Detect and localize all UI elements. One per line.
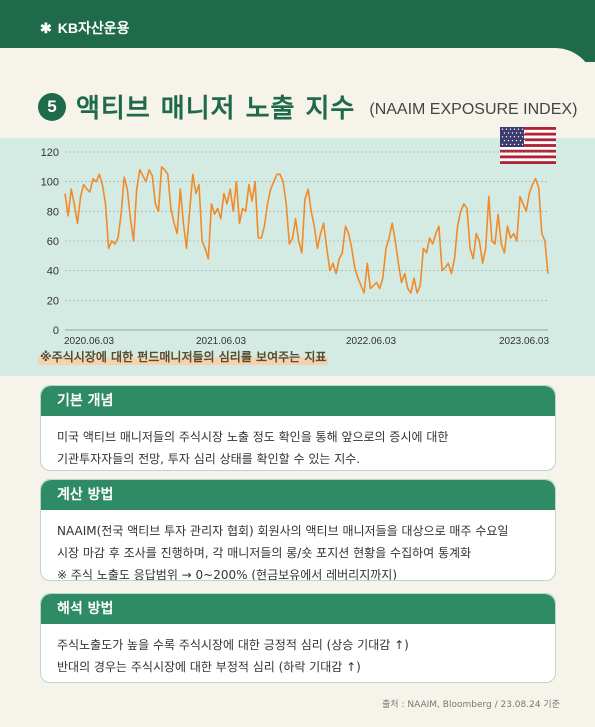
card-top <box>0 48 595 138</box>
chart-note: ※주식시장에 대한 펀드매니저들의 심리를 보여주는 지표 <box>38 348 329 365</box>
number-badge: 5 <box>38 92 66 121</box>
x-tick-label: 2023.06.03 <box>499 336 549 347</box>
y-tick-label: 60 <box>47 236 59 248</box>
section-line: 반대의 경우는 주식시장에 대한 부정적 심리 (하락 기대감 ↑) <box>57 660 361 674</box>
chart-background <box>0 138 595 376</box>
x-tick-label: 2021.06.03 <box>196 336 246 347</box>
section-heading: 기본 개념 <box>41 386 555 416</box>
us-flag-icon <box>500 127 556 164</box>
section-line: ※ 주식 노출도 응답범위 → 0~200% (현금보유에서 레버리지까지) <box>57 568 398 581</box>
section-heading: 계산 방법 <box>41 480 555 510</box>
page-subtitle: (NAAIM EXPOSURE INDEX) <box>369 100 578 118</box>
y-tick-label: 100 <box>41 177 59 189</box>
section-line: 주식노출도가 높을 수록 주식시장에 대한 긍정적 심리 (상승 기대감 ↑) <box>57 638 409 652</box>
naaim-series-line <box>64 165 549 294</box>
x-tick-label: 2022.06.03 <box>346 336 396 347</box>
section-line: NAAIM(전국 액티브 투자 관리자 협회) 회원사의 액티브 매니저들을 대… <box>57 524 509 538</box>
y-tick-label: 20 <box>47 295 59 307</box>
kb-logo: ✱ KB자산운용 <box>40 18 129 38</box>
y-tick-label: 0 <box>53 325 59 337</box>
section-interpretation: 해석 방법 주식노출도가 높을 수록 주식시장에 대한 긍정적 심리 (상승 기… <box>40 593 556 683</box>
y-tick-label: 40 <box>47 266 59 278</box>
section-calculation: 계산 방법 NAAIM(전국 액티브 투자 관리자 협회) 회원사의 액티브 매… <box>40 479 556 581</box>
section-line: 기관투자자들의 전망, 투자 심리 상태를 확인할 수 있는 지수. <box>57 452 361 466</box>
y-tick-label: 80 <box>47 206 59 218</box>
section-line: 미국 액티브 매니저들의 주식시장 노출 정도 확인을 통해 앞으로의 증시에 … <box>57 430 449 444</box>
y-tick-label: 120 <box>41 147 59 159</box>
naaim-line-chart: 0 20 40 60 80 100 120 2020.06.03 2021.06.03 2022.… <box>41 147 550 347</box>
kb-star-icon: ✱ <box>40 19 52 36</box>
section-heading: 해석 방법 <box>41 594 555 624</box>
page-title: 액티브 매니저 노출 지수 <box>76 94 356 124</box>
x-tick-label: 2020.06.03 <box>64 336 114 347</box>
section-line: 시장 마감 후 조사를 진행하며, 각 매니저들의 롱/숏 포지션 현황을 수집… <box>57 546 472 560</box>
section-basic-concept: 기본 개념 미국 액티브 매니저들의 주식시장 노출 정도 확인을 통해 앞으로… <box>40 385 556 471</box>
title-row: 5 액티브 매니저 노출 지수 (NAAIM EXPOSURE INDEX) <box>38 88 577 125</box>
brand-name: KB자산운용 <box>57 20 130 36</box>
source-note: 출처 : NAAIM, Bloomberg / 23.08.24 기준 <box>382 700 560 710</box>
